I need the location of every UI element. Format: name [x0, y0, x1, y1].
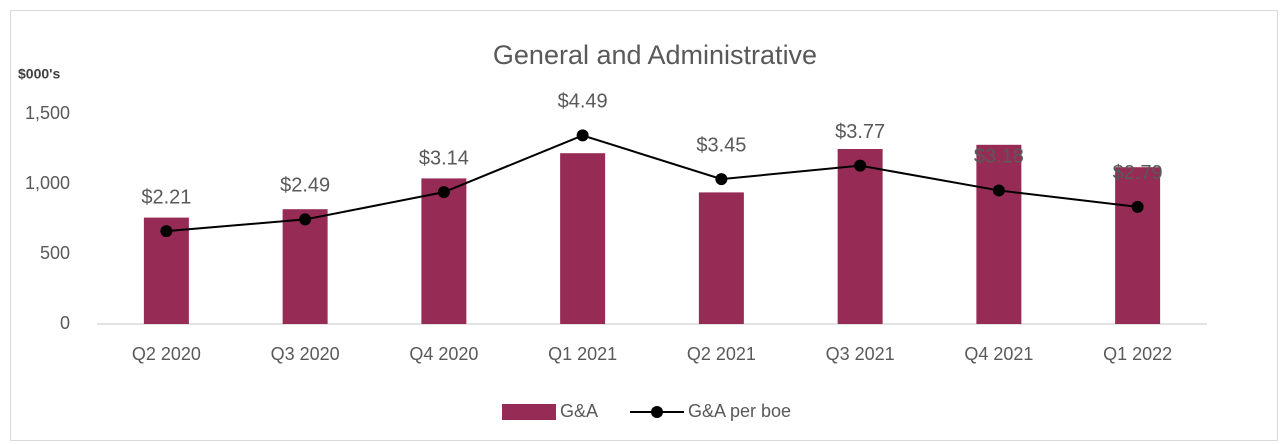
data-label: $2.21: [141, 186, 191, 208]
x-tick-label: Q3 2021: [826, 344, 895, 364]
chart-title: General and Administrative: [493, 40, 817, 70]
line-point: [992, 184, 1005, 197]
bar: [976, 144, 1022, 324]
line-point: [299, 213, 312, 226]
bar: [421, 178, 467, 324]
x-tick-label: Q4 2021: [964, 344, 1033, 364]
line: [166, 134, 1138, 233]
x-tick-label: Q1 2022: [1103, 344, 1172, 364]
x-tick-label: Q1 2021: [548, 344, 617, 364]
data-label: $2.79: [1113, 162, 1163, 184]
bar: [837, 149, 883, 324]
y-axis-label: $000's: [18, 66, 60, 82]
legend-marker: [651, 406, 663, 418]
line-point: [437, 186, 450, 199]
bar: [698, 192, 744, 324]
bar: [282, 209, 328, 324]
y-tick-label: 0: [60, 313, 70, 333]
data-label: $4.49: [558, 91, 608, 113]
bar: [1115, 167, 1161, 324]
y-tick-label: 1,000: [25, 173, 70, 193]
data-label: $2.49: [280, 175, 330, 197]
y-tick-label: 1,500: [25, 103, 70, 123]
x-tick-label: Q3 2020: [271, 344, 340, 364]
chart-frame: [10, 10, 1278, 441]
data-label: $3.14: [419, 147, 469, 169]
line-point: [854, 159, 867, 172]
legend-label: G&A: [560, 401, 598, 421]
line-point: [576, 129, 589, 142]
x-tick-label: Q2 2021: [687, 344, 756, 364]
data-label: $3.18: [974, 146, 1024, 168]
legend-swatch: [502, 404, 556, 420]
x-tick-label: Q2 2020: [132, 344, 201, 364]
x-tick-label: Q4 2020: [409, 344, 478, 364]
y-tick-label: 500: [40, 243, 70, 263]
line-point: [160, 225, 173, 238]
line-point: [1131, 200, 1144, 213]
bar: [560, 153, 606, 324]
legend-label: G&A per boe: [688, 401, 791, 421]
data-label: $3.45: [696, 134, 746, 156]
line-point: [715, 173, 728, 186]
data-label: $3.77: [835, 121, 885, 143]
